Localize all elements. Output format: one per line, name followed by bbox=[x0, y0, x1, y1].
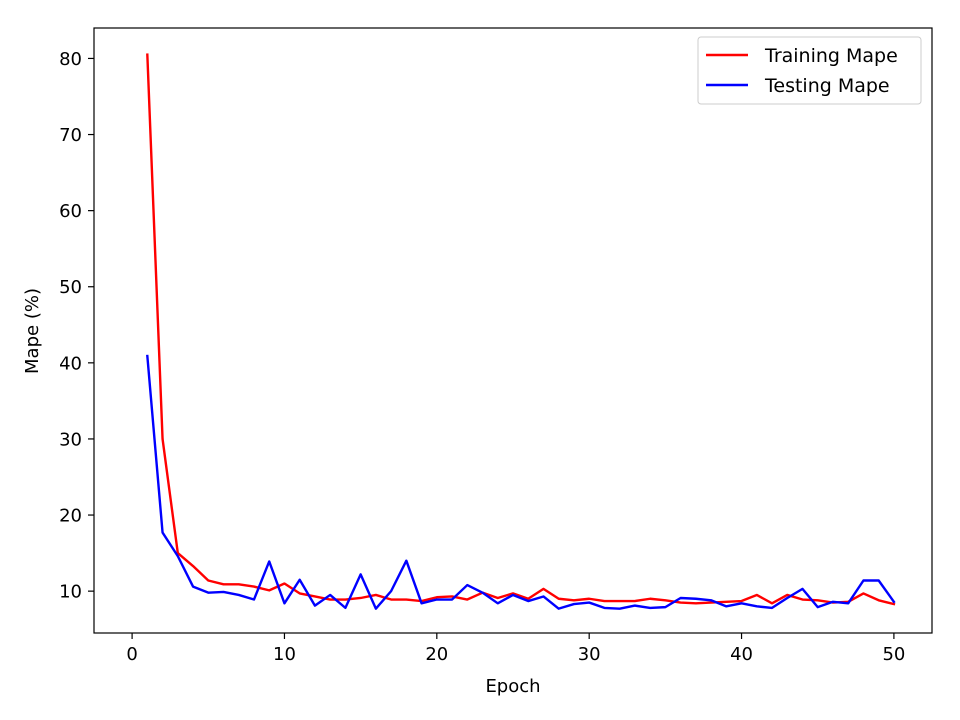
y-tick-label: 50 bbox=[59, 277, 82, 298]
plot-frame bbox=[93, 27, 933, 634]
x-axis-label: Epoch bbox=[485, 676, 540, 697]
x-tick-label: 20 bbox=[425, 644, 448, 665]
legend-box bbox=[697, 36, 922, 105]
plot-lines bbox=[146, 53, 896, 610]
x-tick-label: 30 bbox=[578, 644, 601, 665]
x-tick-label: 0 bbox=[126, 644, 137, 665]
y-tick-label: 10 bbox=[59, 582, 82, 603]
legend-label-testing: Testing Mape bbox=[764, 75, 890, 97]
legend: Training Mape Testing Mape bbox=[697, 36, 922, 105]
x-tick-label: 40 bbox=[730, 644, 753, 665]
y-tick-label: 20 bbox=[59, 506, 82, 527]
y-tick-label: 70 bbox=[59, 125, 82, 146]
y-tick-label: 60 bbox=[59, 201, 82, 222]
series-line-testing bbox=[146, 354, 896, 610]
y-axis-ticks: 10 20 30 40 50 60 70 80 bbox=[59, 49, 94, 603]
x-tick-label: 50 bbox=[882, 644, 905, 665]
y-axis-label: Mape (%) bbox=[22, 288, 43, 374]
y-tick-label: 40 bbox=[59, 353, 82, 374]
series-line-training bbox=[146, 53, 896, 606]
y-tick-label: 30 bbox=[59, 429, 82, 450]
x-axis-ticks: 0 10 20 30 40 50 bbox=[126, 633, 905, 665]
x-tick-label: 10 bbox=[273, 644, 296, 665]
y-tick-label: 80 bbox=[59, 49, 82, 70]
legend-label-training: Training Mape bbox=[764, 45, 898, 67]
